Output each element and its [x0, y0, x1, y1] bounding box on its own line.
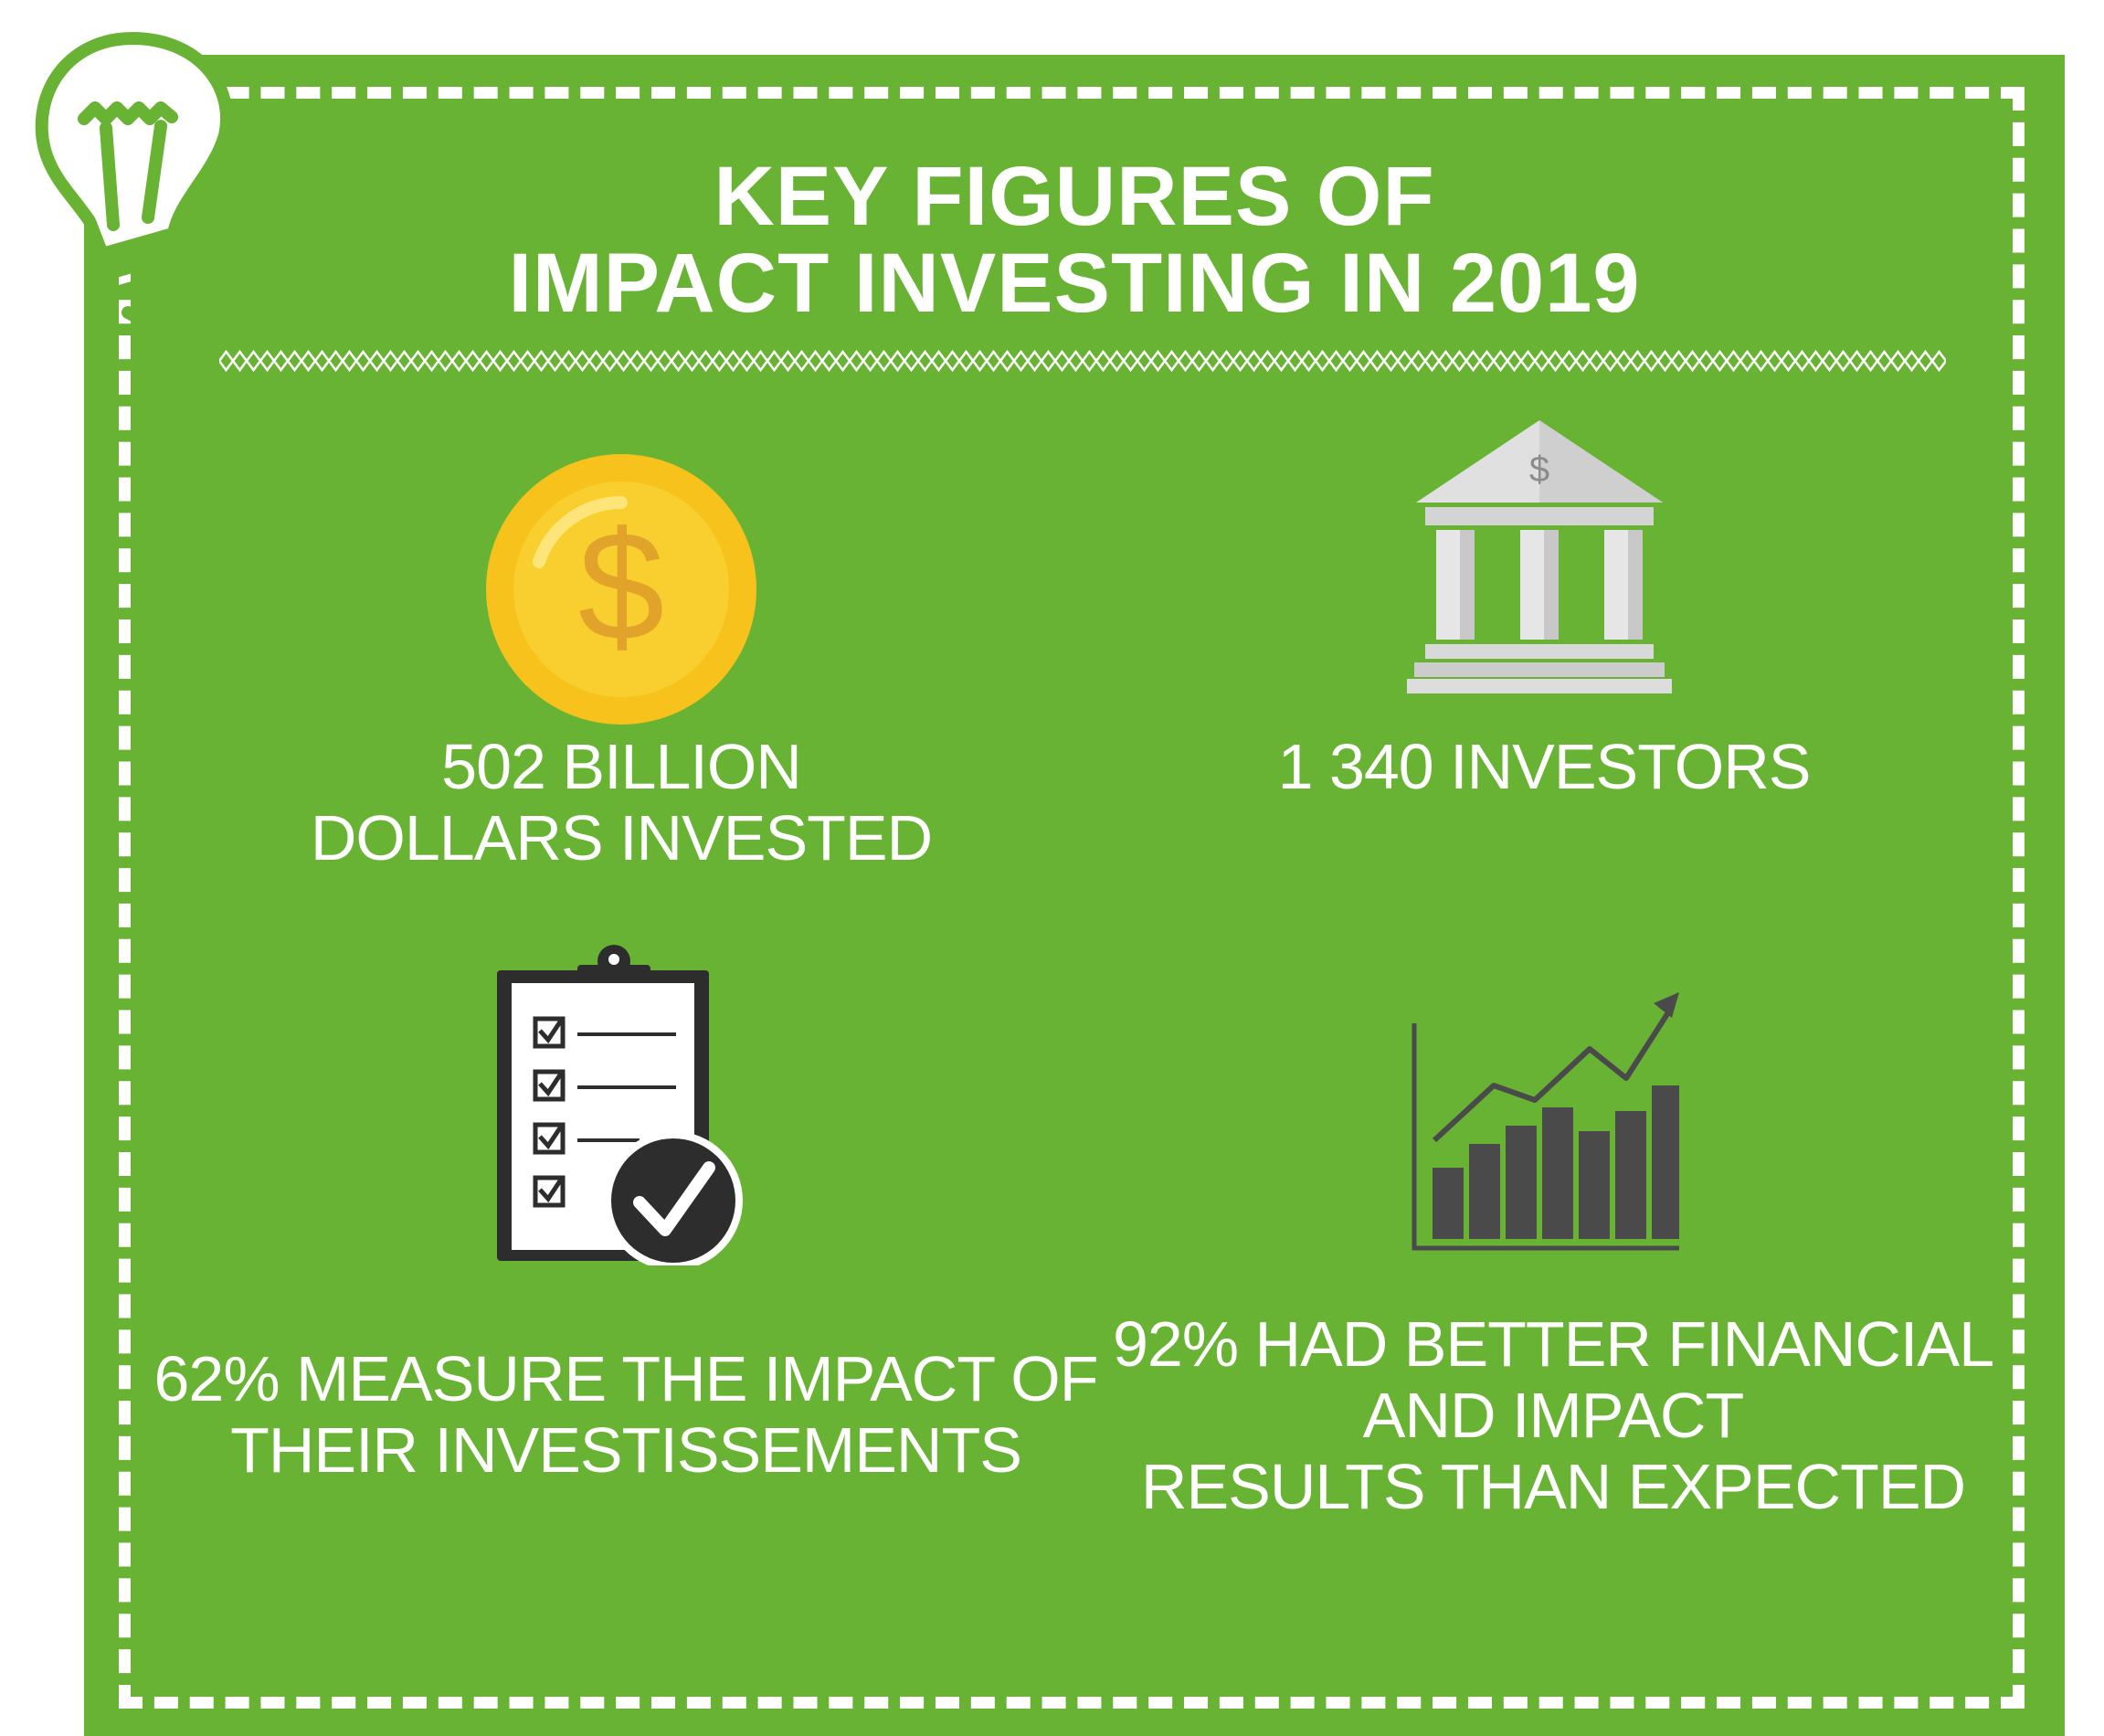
- stat-label: THEIR INVESTISSEMENTS: [230, 1414, 1022, 1486]
- checklist-clipboard-icon: [497, 945, 743, 1265]
- diamond-divider: [219, 349, 1946, 373]
- growth-bar-chart-icon: [1411, 992, 1679, 1251]
- bank-building-icon: $: [1407, 420, 1672, 693]
- stat-value: 1 340 INVESTORS: [1277, 731, 1812, 802]
- stat-measure-impact: 62% MEASURE THE IMPACT OF THEIR INVESTIS…: [146, 1343, 1105, 1486]
- coin-symbol: $: [578, 500, 665, 673]
- stat-label-line3: RESULTS THAN EXPECTED: [1140, 1451, 1966, 1522]
- dashed-border: [119, 87, 2025, 1709]
- stat-value: 92% HAD BETTER FINANCIAL: [1113, 1308, 1994, 1380]
- stat-value: 502 BILLION: [441, 731, 802, 802]
- bank-symbol: $: [1529, 450, 1549, 490]
- stat-dollars-invested: 502 BILLION DOLLARS INVESTED: [274, 731, 968, 873]
- dollar-coin-icon: $: [486, 454, 756, 725]
- stat-value: 62% MEASURE THE IMPACT OF: [153, 1343, 1099, 1414]
- stat-label: DOLLARS INVESTED: [310, 802, 933, 873]
- page-title: KEY FIGURES OF: [714, 150, 1435, 243]
- light-bulb-icon: [35, 32, 233, 324]
- stat-label-line2: AND IMPACT: [1362, 1380, 1745, 1451]
- page-subtitle: IMPACT INVESTING IN 2019: [508, 237, 1641, 330]
- green-panel: [84, 55, 2065, 1736]
- stat-investors: 1 340 INVESTORS: [1215, 731, 1873, 802]
- stat-better-results: 92% HAD BETTER FINANCIAL AND IMPACT RESU…: [1096, 1308, 2010, 1522]
